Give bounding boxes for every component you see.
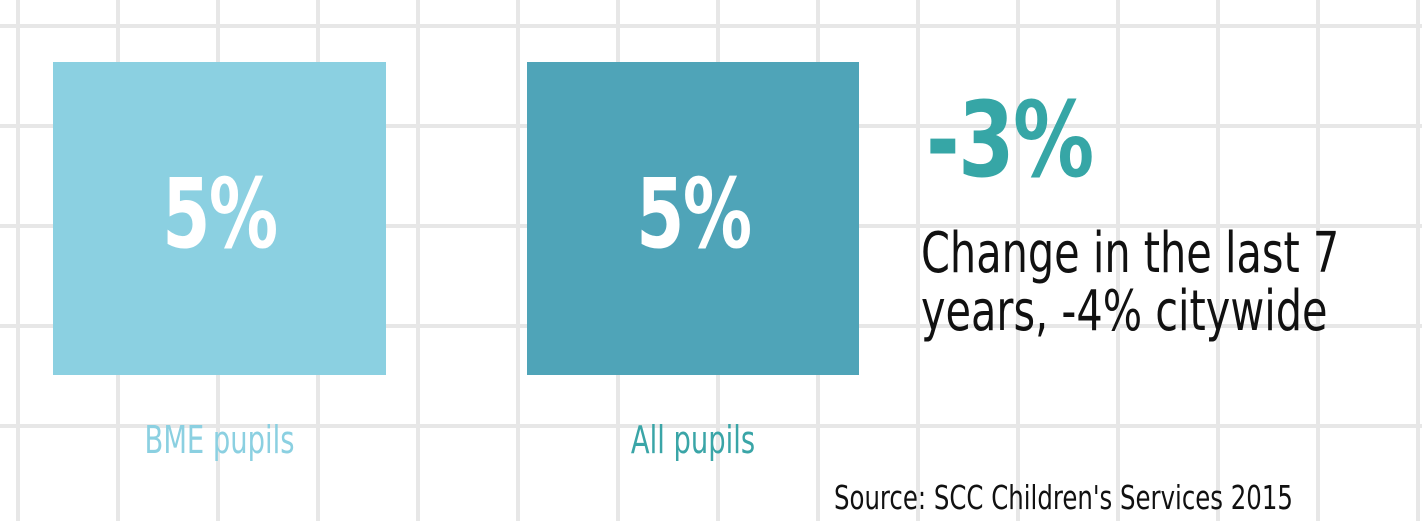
change-description: Change in the last 7 years, -4% citywide: [921, 225, 1339, 341]
bme-pupils-stat-box: 5%: [53, 62, 386, 375]
all-pupils-label: All pupils: [630, 418, 756, 462]
change-description-line-1: Change in the last 7: [921, 221, 1340, 286]
bme-pupils-value: 5%: [162, 157, 278, 270]
change-value: -3%: [926, 79, 1094, 201]
bme-pupils-label: BME pupils: [144, 418, 295, 462]
all-pupils-stat-box: 5%: [527, 62, 859, 375]
source-note: Source: SCC Children's Services 2015: [834, 478, 1293, 517]
all-pupils-value: 5%: [635, 157, 752, 270]
change-description-line-2: years, -4% citywide: [921, 279, 1328, 344]
